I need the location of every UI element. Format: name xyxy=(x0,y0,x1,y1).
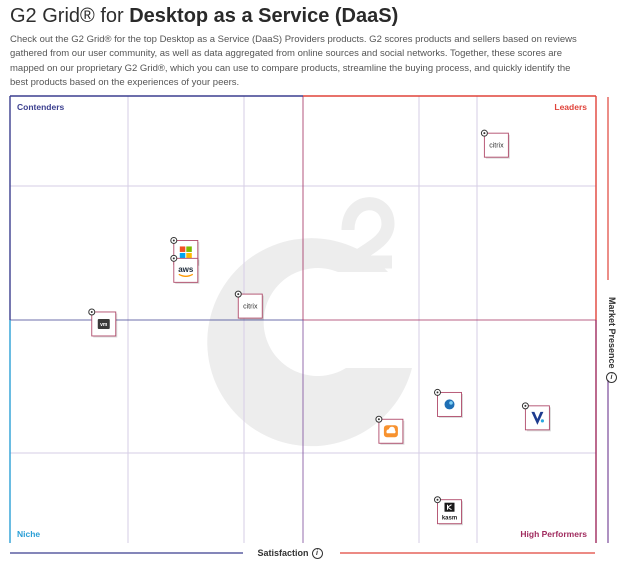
product-marker-v-product[interactable] xyxy=(521,402,551,432)
marker-logo-text: citrix xyxy=(489,143,504,150)
y-axis-label-text: Market Presence xyxy=(607,297,617,369)
marker-box xyxy=(483,132,509,158)
intro-description: Check out the G2 Grid® for the top Deskt… xyxy=(10,34,577,88)
product-marker-cloud-product[interactable] xyxy=(375,415,405,445)
cloud-logo-icon xyxy=(383,425,398,438)
quadrant-label-leaders: Leaders xyxy=(554,102,587,112)
product-marker-aws[interactable]: aws xyxy=(170,254,200,284)
v-logo-icon xyxy=(531,411,544,425)
marker-logo-text: citrix xyxy=(243,304,258,311)
axis-arrows xyxy=(10,97,609,554)
g2-watermark xyxy=(207,197,412,447)
marker-box xyxy=(378,418,404,444)
product-marker-blue-globe-product[interactable] xyxy=(434,388,464,418)
y-axis-label: Market Presence i xyxy=(605,297,617,383)
product-marker-citrix[interactable]: citrix xyxy=(480,129,510,159)
marker-logo-text: kasm xyxy=(442,516,457,522)
marker-box xyxy=(173,257,199,283)
vmware-logo-icon xyxy=(97,318,110,329)
product-marker-vmware[interactable]: vm xyxy=(88,308,118,338)
aws-logo-icon xyxy=(178,273,194,277)
marker-logo-text: aws xyxy=(178,265,194,274)
marker-box xyxy=(237,293,263,319)
kasm-logo-icon xyxy=(444,502,455,512)
market-presence-info-icon[interactable]: i xyxy=(605,371,617,383)
marker-pin-icon xyxy=(170,236,178,244)
marker-box xyxy=(91,311,117,337)
microsoft-logo-icon xyxy=(179,246,192,259)
quadrant-label-niche: Niche xyxy=(17,529,40,539)
quadrant-dividers xyxy=(10,96,596,543)
globe-logo-icon xyxy=(444,399,455,410)
marker-logo-text: vm xyxy=(100,322,108,328)
title-bold: Desktop as a Service (DaaS) xyxy=(129,5,399,27)
satisfaction-info-icon[interactable]: i xyxy=(311,548,323,560)
quadrant-labels: Contenders Leaders Niche High Performers xyxy=(17,102,587,539)
watermark-2-digit xyxy=(341,197,395,269)
product-marker-citrix[interactable]: citrix xyxy=(234,290,264,320)
x-axis-label: Satisfaction i xyxy=(240,548,340,560)
marker-pin-icon xyxy=(434,388,441,396)
product-marker-kasm[interactable]: kasm xyxy=(434,496,464,526)
marker-box xyxy=(524,405,550,431)
watermark-g-shape xyxy=(207,238,412,447)
marker-box xyxy=(437,391,462,417)
x-axis-label-text: Satisfaction xyxy=(257,548,309,558)
product-markers: citrix aws citrix vm kasm xyxy=(88,129,551,526)
grid-frame xyxy=(9,95,597,543)
title-prefix: G2 Grid® for xyxy=(10,5,124,27)
marker-pin-icon xyxy=(480,129,488,137)
marker-pin-icon xyxy=(88,308,96,316)
page-title: G2 Grid® for Desktop as a Service (DaaS) xyxy=(10,5,398,28)
quadrant-label-contenders: Contenders xyxy=(17,102,65,112)
marker-pin-icon xyxy=(375,415,383,423)
quadrant-label-high-performers: High Performers xyxy=(520,529,587,539)
marker-pin-icon xyxy=(521,402,529,410)
marker-pin-icon xyxy=(234,290,242,298)
marker-pin-icon xyxy=(434,496,441,504)
marker-pin-icon xyxy=(170,254,178,262)
